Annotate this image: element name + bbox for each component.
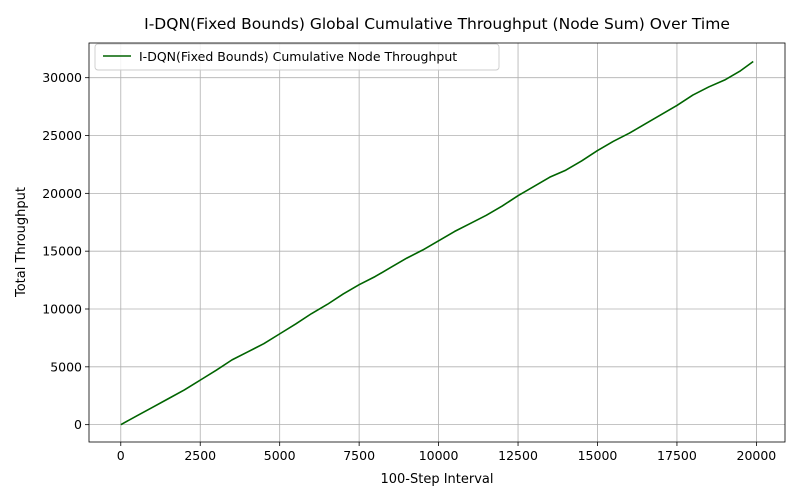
y-tick-label: 15000 xyxy=(42,244,82,259)
plot-frame xyxy=(88,42,786,443)
grid xyxy=(89,43,785,442)
x-tick-label: 5000 xyxy=(264,448,296,463)
y-tick-label: 20000 xyxy=(42,186,82,201)
x-tick-label: 17500 xyxy=(657,448,697,463)
x-tick-label: 20000 xyxy=(737,448,777,463)
x-tick-label: 10000 xyxy=(419,448,459,463)
series-layer xyxy=(120,60,754,426)
y-axis-ticks: 0 5000 10000 15000 20000 25000 30000 xyxy=(42,70,89,432)
legend-entry-label: I-DQN(Fixed Bounds) Cumulative Node Thro… xyxy=(139,49,457,64)
x-tick-label: 0 xyxy=(117,448,125,463)
series-line xyxy=(120,60,754,426)
x-axis-ticks: 0 2500 5000 7500 10000 12500 15000 17500 20000 xyxy=(117,442,777,463)
x-tick-label: 7500 xyxy=(343,448,375,463)
legend: I-DQN(Fixed Bounds) Cumulative Node Thro… xyxy=(94,43,500,71)
y-tick-label: 0 xyxy=(74,417,82,432)
x-axis-label: 100-Step Interval xyxy=(380,472,493,487)
y-axis-label: Total Throughput xyxy=(14,187,29,298)
chart-title: I-DQN(Fixed Bounds) Global Cumulative Th… xyxy=(144,15,730,33)
y-tick-label: 25000 xyxy=(42,128,82,143)
y-tick-label: 30000 xyxy=(42,70,82,85)
y-tick-label: 5000 xyxy=(50,359,82,374)
x-tick-label: 15000 xyxy=(578,448,618,463)
x-tick-label: 12500 xyxy=(498,448,538,463)
y-tick-label: 10000 xyxy=(42,302,82,317)
x-tick-label: 2500 xyxy=(184,448,216,463)
legend-box xyxy=(94,43,500,71)
